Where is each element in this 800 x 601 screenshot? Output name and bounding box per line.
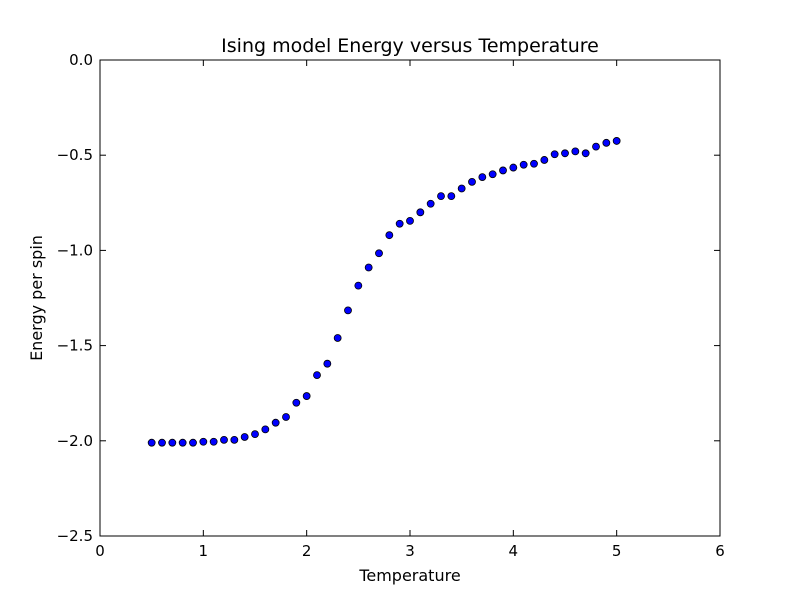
- plot-area-frame: [99, 59, 721, 537]
- x-tick-label: 1: [199, 542, 209, 560]
- scatter-point: [251, 430, 259, 439]
- scatter-point: [302, 392, 311, 400]
- axis-ticks: 0 1 2 3 4 5 6 0.0 −0.5 −1.0 −1.5 −2.0 −2.5: [57, 51, 725, 560]
- scatter-point: [282, 413, 290, 421]
- scatter-point: [426, 199, 435, 208]
- scatter-point: [364, 263, 373, 272]
- scatter-point: [592, 142, 600, 151]
- scatter-point: [406, 216, 414, 225]
- scatter-point: [220, 435, 228, 444]
- scatter-point: [416, 208, 425, 217]
- x-tick-label: 6: [715, 542, 725, 560]
- scatter-point: [271, 418, 280, 427]
- y-tick-label: −1.5: [57, 337, 93, 355]
- scatter-point: [323, 359, 332, 368]
- scatter-point: [199, 437, 208, 446]
- scatter-point: [457, 184, 466, 193]
- scatter-point: [540, 156, 549, 164]
- scatter-point: [209, 437, 218, 446]
- scatter-point: [437, 192, 445, 201]
- y-tick-label: 0.0: [69, 51, 93, 69]
- scatter-point: [488, 170, 497, 179]
- scatter-point: [447, 192, 456, 201]
- scatter-point: [561, 149, 569, 158]
- x-tick-label: 5: [612, 542, 622, 560]
- x-tick-label: 0: [95, 542, 105, 560]
- scatter-point: [468, 177, 476, 186]
- scatter-point: [344, 306, 352, 315]
- scatter-point: [240, 433, 249, 441]
- scatter-point: [519, 160, 528, 169]
- scatter-point: [550, 150, 559, 159]
- x-axis-label: Temperature: [358, 566, 460, 585]
- scatter-point: [530, 159, 538, 168]
- y-tick-label: −0.5: [57, 146, 93, 164]
- scatter-point: [333, 334, 342, 342]
- scatter-point: [168, 438, 177, 447]
- y-tick-label: −1.0: [57, 241, 93, 259]
- scatter-point: [261, 425, 270, 434]
- scatter-series: [147, 137, 621, 447]
- scatter-point: [189, 438, 197, 447]
- scatter-point: [395, 219, 404, 228]
- scatter-point: [478, 173, 487, 181]
- scatter-point: [313, 371, 321, 380]
- scatter-point: [354, 281, 363, 290]
- scatter-point: [602, 138, 611, 147]
- x-tick-label: 4: [509, 542, 519, 560]
- scatter-point: [571, 147, 580, 156]
- y-tick-label: −2.5: [57, 527, 93, 545]
- scatter-point: [158, 438, 166, 447]
- scatter-point: [292, 398, 301, 407]
- scatter-point: [509, 163, 518, 172]
- x-tick-label: 2: [302, 542, 312, 560]
- y-tick-label: −2.0: [57, 432, 93, 450]
- scatter-point: [230, 435, 239, 444]
- scatter-point: [612, 137, 621, 145]
- x-tick-label: 3: [405, 542, 415, 560]
- scatter-point: [178, 438, 187, 447]
- scatter-point: [147, 438, 156, 447]
- scatter-point: [385, 231, 394, 240]
- scatter-point: [375, 249, 383, 258]
- scatter-point: [499, 166, 507, 175]
- y-axis-label: Energy per spin: [27, 235, 46, 361]
- scatter-point: [581, 149, 590, 158]
- chart-title: Ising model Energy versus Temperature: [221, 35, 599, 57]
